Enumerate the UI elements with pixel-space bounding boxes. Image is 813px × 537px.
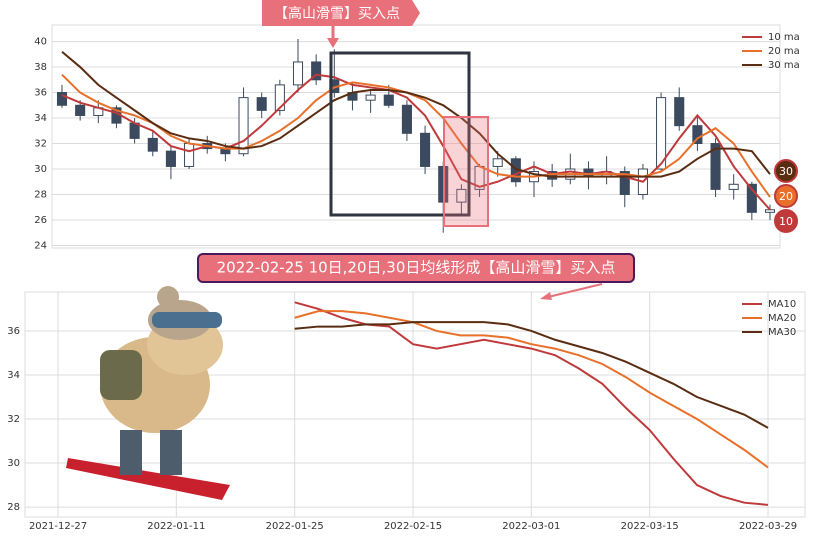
marks: 24 26 28 30 32 34 36 38 40 10 ma 20 ma 30 ma 30 20 10 2… [7,32,805,532]
legend-label: 30 ma [768,60,800,71]
x-tick-label: 2022-01-25 [266,521,324,532]
candle-body [184,143,195,167]
y-tick-label: 38 [34,62,47,73]
highlight-box [329,51,471,217]
y-tick-label: 36 [7,326,20,337]
mid-annotation: 2022-02-25 10日,20日,30日均线形成【高山滑雪】买入点 [217,259,616,277]
candle-body [238,97,249,155]
y-tick-label: 32 [34,139,47,150]
ma-badge-label: 30 [779,165,793,178]
candle-body [420,132,431,167]
ma-line [61,73,771,211]
legend-label: 10 ma [768,32,800,43]
ma-line [61,73,771,198]
x-tick-label: 2022-03-29 [739,521,797,532]
arrow [547,283,603,298]
ma-badge [774,209,798,233]
candle-body [656,97,667,170]
y-tick-label: 40 [34,37,47,48]
candle-body [383,94,394,106]
candle-body [401,104,412,134]
candle-body [764,209,776,213]
candle-body [75,104,86,116]
y-tick-label: 24 [34,240,47,251]
candle-body [492,158,503,167]
mid-banner [197,253,635,283]
y-tick-label: 34 [7,370,20,381]
candle-body [274,84,285,111]
x-tick-label: 2022-03-01 [502,521,560,532]
candle-body [746,183,757,213]
candle-body [56,92,68,106]
candle-body [456,188,467,203]
x-tick-label: 2022-02-15 [384,521,442,532]
legend-label: MA10 [768,299,796,310]
candle-body [619,171,630,195]
y-tick-label: 36 [34,88,47,99]
buy-zone [443,116,489,227]
ma-badge [774,159,798,183]
candle-body [147,137,158,152]
ma-badge-label: 20 [779,190,793,203]
top-annotation: 【高山滑雪】买入点 [274,5,400,22]
ma-line [294,321,769,429]
y-tick-label: 32 [7,414,20,425]
top-banner [262,0,412,26]
arrow-head [327,38,339,48]
ma-badge [774,184,798,208]
ma-line [61,50,771,178]
ma-line [294,310,769,469]
ma-badge-label: 10 [779,215,793,228]
candle-body [365,94,376,101]
banner-tip [412,0,420,26]
x-tick-label: 2021-12-27 [29,521,87,532]
y-tick-label: 28 [7,502,20,513]
skier-illustration [66,286,230,500]
y-tick-label: 30 [7,458,20,469]
candle-body [692,125,703,145]
arrow-head [540,292,552,300]
y-tick-label: 28 [34,189,47,200]
candle-body [710,143,721,190]
x-tick-label: 2022-03-15 [621,521,679,532]
candle-body [728,183,739,190]
y-tick-label: 34 [34,113,47,124]
candle-body [674,97,685,127]
candle-body [256,97,267,111]
y-tick-label: 26 [34,215,47,226]
legend-label: MA20 [768,313,796,324]
candle-body [165,150,176,167]
x-tick-label: 2022-01-11 [147,521,205,532]
legend-label: MA30 [768,327,796,338]
candle-body [311,61,322,81]
y-tick-label: 30 [34,164,47,175]
legend-label: 20 ma [768,46,800,57]
candle-body [292,61,304,86]
